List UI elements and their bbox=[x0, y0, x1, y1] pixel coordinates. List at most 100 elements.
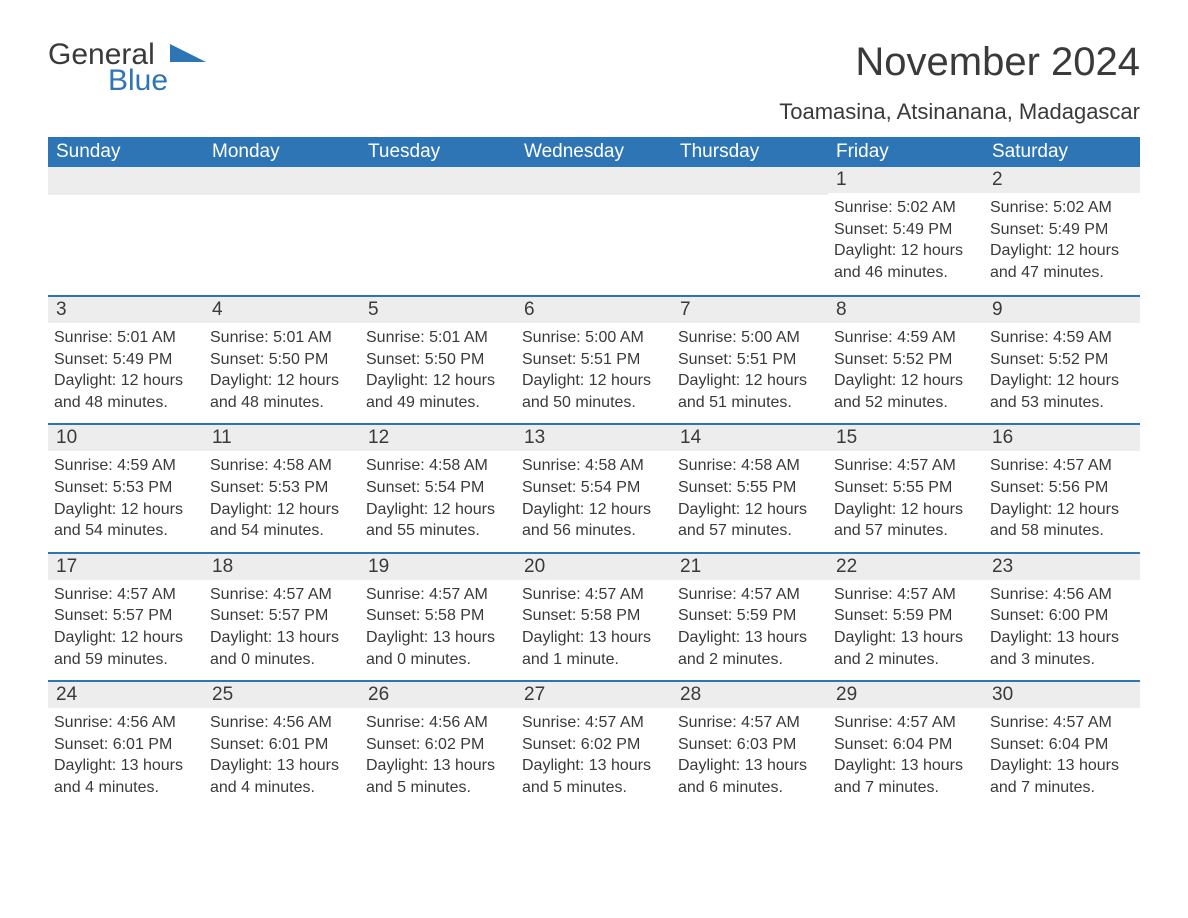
daylight-text: Daylight: 13 hours and 4 minutes. bbox=[210, 755, 354, 798]
calendar-cell: 5Sunrise: 5:01 AMSunset: 5:50 PMDaylight… bbox=[360, 297, 516, 423]
daylight-text: Daylight: 13 hours and 4 minutes. bbox=[54, 755, 198, 798]
sunset-text: Sunset: 5:54 PM bbox=[366, 477, 510, 499]
sunset-text: Sunset: 5:50 PM bbox=[210, 349, 354, 371]
sunrise-text: Sunrise: 4:56 AM bbox=[366, 712, 510, 734]
cell-body: Sunrise: 5:01 AMSunset: 5:50 PMDaylight:… bbox=[360, 323, 516, 423]
sunrise-text: Sunrise: 4:58 AM bbox=[678, 455, 822, 477]
calendar-cell: 9Sunrise: 4:59 AMSunset: 5:52 PMDaylight… bbox=[984, 297, 1140, 423]
cell-body: Sunrise: 4:57 AMSunset: 5:59 PMDaylight:… bbox=[672, 580, 828, 680]
cell-body: Sunrise: 4:58 AMSunset: 5:54 PMDaylight:… bbox=[516, 451, 672, 551]
day-number: 29 bbox=[828, 682, 984, 708]
cell-body: Sunrise: 4:57 AMSunset: 5:55 PMDaylight:… bbox=[828, 451, 984, 551]
calendar-cell: 13Sunrise: 4:58 AMSunset: 5:54 PMDayligh… bbox=[516, 425, 672, 551]
day-number: 27 bbox=[516, 682, 672, 708]
cell-body: Sunrise: 4:59 AMSunset: 5:52 PMDaylight:… bbox=[984, 323, 1140, 423]
title-block: November 2024 Toamasina, Atsinanana, Mad… bbox=[779, 40, 1140, 125]
sunset-text: Sunset: 5:54 PM bbox=[522, 477, 666, 499]
sunset-text: Sunset: 6:00 PM bbox=[990, 605, 1134, 627]
daylight-text: Daylight: 12 hours and 50 minutes. bbox=[522, 370, 666, 413]
cell-body: Sunrise: 4:56 AMSunset: 6:00 PMDaylight:… bbox=[984, 580, 1140, 680]
day-number: 18 bbox=[204, 554, 360, 580]
logo: General Blue bbox=[48, 40, 206, 98]
cell-body: Sunrise: 4:57 AMSunset: 6:03 PMDaylight:… bbox=[672, 708, 828, 808]
day-number: 22 bbox=[828, 554, 984, 580]
day-header: Thursday bbox=[672, 137, 828, 167]
calendar-cell: 22 Sunrise: 4:57 AMSunset: 5:59 PMDayligh… bbox=[828, 554, 984, 680]
sunrise-text: Sunrise: 5:02 AM bbox=[990, 197, 1134, 219]
month-title: November 2024 bbox=[779, 40, 1140, 85]
cell-body: Sunrise: 4:56 AMSunset: 6:02 PMDaylight:… bbox=[360, 708, 516, 808]
day-header: Tuesday bbox=[360, 137, 516, 167]
day-number: 23 bbox=[984, 554, 1140, 580]
daylight-text: Daylight: 12 hours and 57 minutes. bbox=[678, 499, 822, 542]
calendar-cell bbox=[204, 167, 360, 295]
calendar-cell: 11Sunrise: 4:58 AMSunset: 5:53 PMDayligh… bbox=[204, 425, 360, 551]
sunset-text: Sunset: 5:49 PM bbox=[54, 349, 198, 371]
day-number bbox=[48, 167, 204, 195]
sunset-text: Sunset: 5:51 PM bbox=[522, 349, 666, 371]
sunrise-text: Sunrise: 4:56 AM bbox=[54, 712, 198, 734]
sunset-text: Sunset: 6:02 PM bbox=[522, 734, 666, 756]
sunrise-text: Sunrise: 4:59 AM bbox=[990, 327, 1134, 349]
calendar-cell: 26Sunrise: 4:56 AMSunset: 6:02 PMDayligh… bbox=[360, 682, 516, 808]
day-number: 8 bbox=[828, 297, 984, 323]
sunset-text: Sunset: 5:56 PM bbox=[990, 477, 1134, 499]
day-header: Friday bbox=[828, 137, 984, 167]
sunrise-text: Sunrise: 5:01 AM bbox=[366, 327, 510, 349]
daylight-text: Daylight: 13 hours and 2 minutes. bbox=[834, 627, 978, 670]
cell-body: Sunrise: 4:58 AMSunset: 5:55 PMDaylight:… bbox=[672, 451, 828, 551]
calendar-week: 24Sunrise: 4:56 AMSunset: 6:01 PMDayligh… bbox=[48, 680, 1140, 808]
calendar-cell: 30Sunrise: 4:57 AMSunset: 6:04 PMDayligh… bbox=[984, 682, 1140, 808]
calendar-cell bbox=[48, 167, 204, 295]
daylight-text: Daylight: 13 hours and 5 minutes. bbox=[522, 755, 666, 798]
day-header: Wednesday bbox=[516, 137, 672, 167]
cell-body: Sunrise: 5:02 AMSunset: 5:49 PMDaylight:… bbox=[828, 193, 984, 293]
cell-body: Sunrise: 5:00 AMSunset: 5:51 PMDaylight:… bbox=[672, 323, 828, 423]
calendar-cell: 17Sunrise: 4:57 AMSunset: 5:57 PMDayligh… bbox=[48, 554, 204, 680]
sunrise-text: Sunrise: 4:57 AM bbox=[834, 584, 978, 606]
cell-body: Sunrise: 4:58 AMSunset: 5:53 PMDaylight:… bbox=[204, 451, 360, 551]
day-number: 25 bbox=[204, 682, 360, 708]
cell-body: Sunrise: 4:58 AMSunset: 5:54 PMDaylight:… bbox=[360, 451, 516, 551]
calendar-cell: 2Sunrise: 5:02 AMSunset: 5:49 PMDaylight… bbox=[984, 167, 1140, 295]
day-number: 3 bbox=[48, 297, 204, 323]
sunset-text: Sunset: 5:58 PM bbox=[522, 605, 666, 627]
day-number bbox=[360, 167, 516, 195]
day-header: Monday bbox=[204, 137, 360, 167]
day-number bbox=[672, 167, 828, 195]
cell-body: Sunrise: 4:57 AMSunset: 5:57 PMDaylight:… bbox=[204, 580, 360, 680]
sunset-text: Sunset: 5:58 PM bbox=[366, 605, 510, 627]
sunrise-text: Sunrise: 4:58 AM bbox=[522, 455, 666, 477]
calendar-cell: 3Sunrise: 5:01 AMSunset: 5:49 PMDaylight… bbox=[48, 297, 204, 423]
cell-body: Sunrise: 5:01 AMSunset: 5:49 PMDaylight:… bbox=[48, 323, 204, 423]
day-number bbox=[204, 167, 360, 195]
sunrise-text: Sunrise: 5:00 AM bbox=[678, 327, 822, 349]
sunset-text: Sunset: 5:59 PM bbox=[834, 605, 978, 627]
cell-body: Sunrise: 4:56 AMSunset: 6:01 PMDaylight:… bbox=[48, 708, 204, 808]
daylight-text: Daylight: 12 hours and 58 minutes. bbox=[990, 499, 1134, 542]
logo-triangle-icon bbox=[170, 44, 206, 66]
day-number: 1 bbox=[828, 167, 984, 193]
day-number bbox=[516, 167, 672, 195]
sunrise-text: Sunrise: 4:56 AM bbox=[990, 584, 1134, 606]
calendar-cell: 10Sunrise: 4:59 AMSunset: 5:53 PMDayligh… bbox=[48, 425, 204, 551]
sunset-text: Sunset: 6:01 PM bbox=[210, 734, 354, 756]
sunrise-text: Sunrise: 4:58 AM bbox=[210, 455, 354, 477]
daylight-text: Daylight: 12 hours and 46 minutes. bbox=[834, 240, 978, 283]
cell-body: Sunrise: 5:00 AMSunset: 5:51 PMDaylight:… bbox=[516, 323, 672, 423]
day-number: 14 bbox=[672, 425, 828, 451]
sunset-text: Sunset: 6:03 PM bbox=[678, 734, 822, 756]
day-header: Saturday bbox=[984, 137, 1140, 167]
calendar-cell: 4Sunrise: 5:01 AMSunset: 5:50 PMDaylight… bbox=[204, 297, 360, 423]
sunset-text: Sunset: 5:57 PM bbox=[54, 605, 198, 627]
daylight-text: Daylight: 13 hours and 0 minutes. bbox=[210, 627, 354, 670]
calendar-cell: 29Sunrise: 4:57 AMSunset: 6:04 PMDayligh… bbox=[828, 682, 984, 808]
calendar: SundayMondayTuesdayWednesdayThursdayFrid… bbox=[48, 137, 1140, 809]
day-number: 2 bbox=[984, 167, 1140, 193]
sunset-text: Sunset: 5:50 PM bbox=[366, 349, 510, 371]
cell-body: Sunrise: 4:56 AMSunset: 6:01 PMDaylight:… bbox=[204, 708, 360, 808]
sunrise-text: Sunrise: 4:59 AM bbox=[834, 327, 978, 349]
calendar-cell: 27Sunrise: 4:57 AMSunset: 6:02 PMDayligh… bbox=[516, 682, 672, 808]
daylight-text: Daylight: 12 hours and 56 minutes. bbox=[522, 499, 666, 542]
sunrise-text: Sunrise: 4:58 AM bbox=[366, 455, 510, 477]
